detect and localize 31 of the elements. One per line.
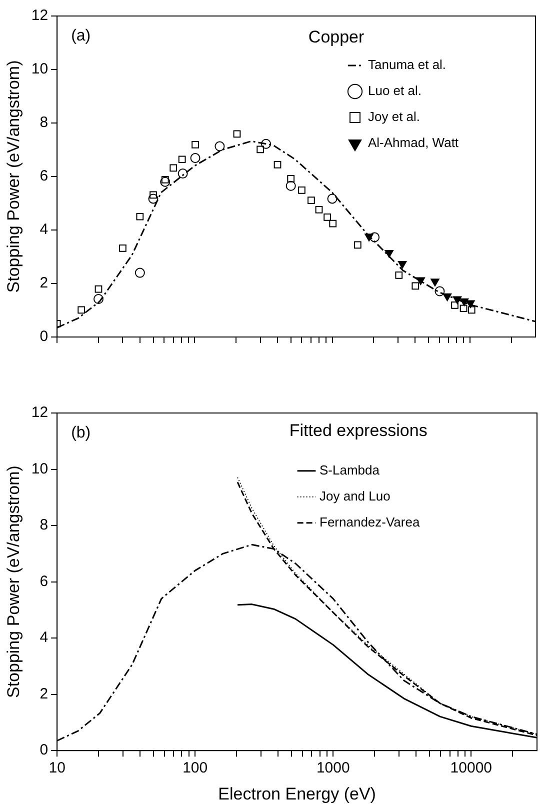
y-tick-label: 6: [40, 168, 48, 185]
legend-label: Joy et al.: [368, 109, 420, 124]
annotation: (b): [71, 424, 91, 442]
y-tick-label: 0: [40, 742, 48, 759]
y-tick-label: 12: [31, 7, 48, 24]
text: Copper: [308, 28, 365, 47]
y-tick-label: 2: [40, 274, 48, 292]
y-tick-label: 12: [31, 404, 48, 422]
legend-label: Al-Ahmad, Watt: [368, 135, 459, 150]
y-tick-label: 8: [40, 114, 48, 132]
x-tick-label: 100: [182, 760, 208, 777]
annotation: (a): [71, 27, 91, 44]
y-tick-label: 4: [40, 221, 48, 238]
x-tick-label: 10000: [450, 760, 492, 777]
legend-label: Fernandez-Varea: [320, 514, 420, 530]
y-tick-label: 2: [40, 685, 48, 702]
legend-label: Luo et al.: [368, 83, 422, 98]
y-tick-label: 10: [31, 60, 48, 78]
y-tick-label: 0: [40, 328, 48, 346]
legend-label: Tanuma et al.: [368, 57, 446, 72]
y-tick-label: 6: [40, 572, 48, 590]
y-tick-label: 10: [31, 460, 48, 478]
y-tick-label: 8: [40, 516, 48, 534]
legend-title: Fitted expressions: [289, 421, 428, 440]
legend-label: Joy and Luo: [320, 488, 390, 504]
y-axis-title: Stopping Power (eV/angstrom): [4, 466, 23, 698]
x-axis-title: Electron Energy (eV): [218, 784, 376, 804]
x-tick-label: 1000: [316, 760, 350, 777]
y-axis-title: Stopping Power (eV/angstrom): [4, 60, 23, 293]
y-tick-label: 4: [40, 629, 48, 646]
legend-label: S-Lambda: [320, 462, 380, 478]
